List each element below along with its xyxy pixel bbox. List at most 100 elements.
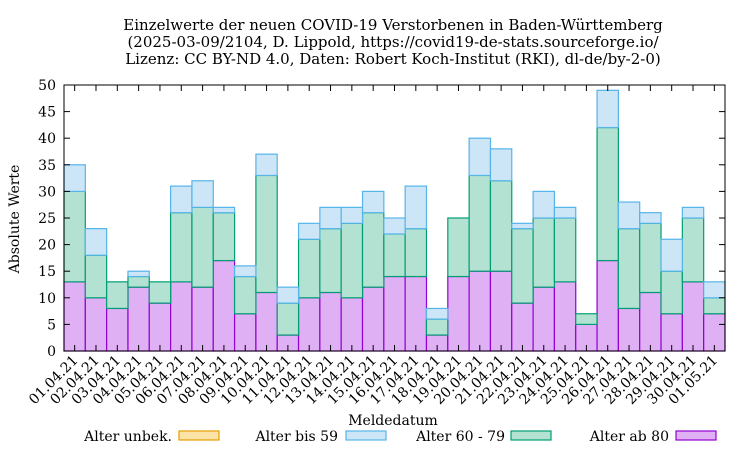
bar-segment-04.04.21-s1 <box>127 275 150 288</box>
bar-segment-27.04.21-s2 <box>617 201 641 230</box>
bar-segment-04.04.21-s2 <box>127 270 150 278</box>
y-tick-label: 50 <box>38 78 56 94</box>
bar-segment-26.04.21-s0 <box>596 259 619 352</box>
bar-segment-04.04.21-s0 <box>127 286 150 352</box>
bar-segment-26.04.21-s1 <box>596 126 619 262</box>
y-tick-label: 40 <box>38 131 56 147</box>
bar-segment-23.04.21-s2 <box>532 190 556 219</box>
bar-segment-01.05.21-s2 <box>703 281 726 299</box>
bar-segment-01.04.21-s2 <box>63 164 86 193</box>
bar-segment-27.04.21-s0 <box>617 307 641 352</box>
bar-segment-28.04.21-s2 <box>639 212 662 224</box>
bar-segment-21.04.21-s0 <box>489 270 513 352</box>
bar-segment-07.04.21-s1 <box>191 206 214 288</box>
title-line-3: Lizenz: CC BY-ND 4.0, Daten: Robert Koch… <box>125 50 661 68</box>
bar-segment-28.04.21-s1 <box>639 222 662 294</box>
bar-segment-24.04.21-s1 <box>553 217 577 283</box>
bar-segment-06.04.21-s1 <box>170 212 193 283</box>
bar-segment-27.04.21-s1 <box>617 228 641 310</box>
bar-segment-06.04.21-s2 <box>170 185 193 214</box>
bar-segment-16.04.21-s0 <box>383 275 406 352</box>
bar-segment-30.04.21-s0 <box>681 281 705 352</box>
bar-segment-20.04.21-s0 <box>468 270 492 352</box>
y-tick-label: 5 <box>47 317 56 333</box>
bar-segment-26.04.21-s2 <box>596 89 619 129</box>
bar-segment-10.04.21-s1 <box>255 174 278 294</box>
x-axis-label: Meldedatum <box>348 413 438 429</box>
bar-segment-08.04.21-s0 <box>212 259 236 352</box>
bar-segment-22.04.21-s0 <box>511 302 534 352</box>
y-tick-label: 10 <box>38 291 56 307</box>
bar-segment-08.04.21-s1 <box>212 212 236 262</box>
bar-segment-03.04.21-s1 <box>106 281 129 310</box>
bar-segment-15.04.21-s1 <box>361 212 385 288</box>
legend-label: Alter ab 80 <box>589 429 669 445</box>
bar-segment-29.04.21-s1 <box>660 270 683 315</box>
y-tick-label: 20 <box>38 238 56 254</box>
bar-segment-14.04.21-s2 <box>340 206 364 224</box>
y-tick-label: 35 <box>38 158 56 174</box>
bar-segment-13.04.21-s2 <box>319 206 342 230</box>
bar-segment-09.04.21-s1 <box>233 275 257 315</box>
chart-title: Einzelwerte der neuen COVID-19 Verstorbe… <box>123 16 663 68</box>
bar-segment-17.04.21-s2 <box>404 185 428 230</box>
bar-segment-10.04.21-s0 <box>255 291 278 352</box>
bar-segment-25.04.21-s1 <box>575 313 598 326</box>
bar-segment-22.04.21-s1 <box>511 228 534 304</box>
title-line-2: (2025-03-09/2104, D. Lippold, https://co… <box>127 33 659 51</box>
legend-swatch <box>178 430 220 441</box>
legend-label: Alter unbek. <box>83 429 172 445</box>
legend-label: Alter 60 - 79 <box>415 429 505 445</box>
bar-segment-22.04.21-s2 <box>511 222 534 230</box>
bar-segment-23.04.21-s1 <box>532 217 556 288</box>
bar-segment-09.04.21-s2 <box>233 265 257 278</box>
bar-segment-16.04.21-s2 <box>383 217 406 235</box>
y-tick-label: 45 <box>38 105 56 121</box>
bar-segment-05.04.21-s1 <box>148 281 172 304</box>
bar-segment-23.04.21-s0 <box>532 286 556 352</box>
bar-segment-24.04.21-s0 <box>553 281 577 352</box>
legend-label: Alter bis 59 <box>254 429 338 445</box>
bar-segment-20.04.21-s2 <box>468 137 492 177</box>
bar-segment-06.04.21-s0 <box>170 281 193 352</box>
bar-segment-17.04.21-s1 <box>404 228 428 278</box>
bar-segment-19.04.21-s0 <box>447 275 470 352</box>
bar-segment-19.04.21-s1 <box>447 217 470 278</box>
bar-segment-21.04.21-s2 <box>489 148 513 182</box>
bar-segment-18.04.21-s1 <box>425 318 449 336</box>
bar-segment-02.04.21-s2 <box>84 228 108 256</box>
bar-segment-10.04.21-s2 <box>255 153 278 177</box>
bar-segment-14.04.21-s0 <box>340 297 364 352</box>
bar-segment-11.04.21-s1 <box>276 302 300 336</box>
bar-segment-07.04.21-s0 <box>191 286 214 352</box>
bar-segment-18.04.21-s2 <box>425 307 449 320</box>
y-axis-label: Absolute Werte <box>7 165 23 275</box>
legend-swatch <box>675 430 717 441</box>
bar-segment-17.04.21-s0 <box>404 275 428 352</box>
bar-segment-12.04.21-s1 <box>297 238 321 299</box>
bar-segment-02.04.21-s0 <box>84 297 108 352</box>
bar-segment-30.04.21-s2 <box>681 206 705 219</box>
y-tick-label: 30 <box>38 184 56 200</box>
y-tick-label: 25 <box>38 211 56 227</box>
bar-segment-12.04.21-s2 <box>297 222 321 240</box>
y-tick-label: 0 <box>47 344 56 360</box>
bar-segment-12.04.21-s0 <box>297 297 321 352</box>
bars-layer <box>63 89 726 352</box>
bar-segment-21.04.21-s1 <box>489 180 513 272</box>
bar-segment-01.04.21-s0 <box>63 281 86 352</box>
bar-segment-07.04.21-s2 <box>191 180 214 208</box>
title-line-1: Einzelwerte der neuen COVID-19 Verstorbe… <box>123 16 663 34</box>
bar-segment-01.04.21-s1 <box>63 190 86 283</box>
bar-segment-30.04.21-s1 <box>681 217 705 283</box>
bar-segment-02.04.21-s1 <box>84 254 108 299</box>
legend-swatch <box>345 430 387 441</box>
bar-segment-20.04.21-s1 <box>468 174 492 272</box>
legend: Alter unbek. Alter bis 59 Alter 60 - 79 Alt… <box>83 429 717 445</box>
bar-segment-16.04.21-s1 <box>383 233 406 278</box>
bar-segment-15.04.21-s0 <box>361 286 385 352</box>
bar-segment-24.04.21-s2 <box>553 206 577 219</box>
y-tick-label: 15 <box>38 264 56 280</box>
legend-swatch <box>510 430 552 441</box>
